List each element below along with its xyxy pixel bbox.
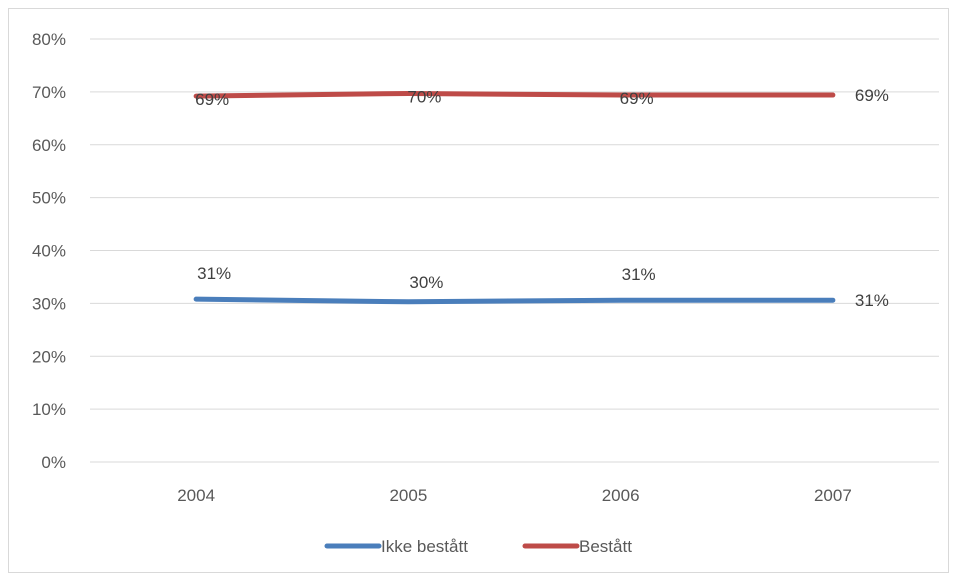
y-tick-label: 20% bbox=[32, 347, 66, 366]
y-tick-label: 80% bbox=[32, 30, 66, 49]
x-tick-label: 2006 bbox=[602, 486, 640, 505]
chart-frame: 0% 10% 20% 30% 40% 50% 60% 70% 80% 2004 2005 2006 2… bbox=[8, 8, 949, 573]
data-label: 70% bbox=[407, 87, 441, 106]
y-tick-label: 30% bbox=[32, 294, 66, 313]
legend: Ikke bestått Bestått bbox=[324, 537, 632, 556]
y-tick-label: 0% bbox=[41, 453, 66, 472]
x-tick-label: 2007 bbox=[814, 486, 852, 505]
series-lines bbox=[193, 90, 836, 305]
y-tick-label: 50% bbox=[32, 189, 66, 208]
data-label: 31% bbox=[197, 264, 231, 283]
y-axis-ticks: 0% 10% 20% 30% 40% 50% 60% 70% 80% bbox=[32, 30, 66, 472]
y-tick-label: 10% bbox=[32, 400, 66, 419]
gridlines bbox=[90, 38, 939, 463]
line-chart: 0%10%20%30%40%50%60%70%80% 2004 2005 2006 2… bbox=[32, 30, 939, 556]
data-label: 69% bbox=[195, 90, 229, 109]
y-tick-label: 60% bbox=[32, 136, 66, 155]
x-tick-label: 2005 bbox=[389, 486, 427, 505]
data-label: 69% bbox=[855, 86, 889, 105]
y-tick-label: 70% bbox=[32, 83, 66, 102]
y-tick-label: 40% bbox=[32, 242, 66, 261]
data-label: 30% bbox=[409, 273, 443, 292]
x-axis-ticks: 2004 2005 2006 2007 bbox=[177, 486, 852, 505]
data-label: 31% bbox=[622, 265, 656, 284]
x-tick-label: 2004 bbox=[177, 486, 215, 505]
data-label: 69% bbox=[620, 89, 654, 108]
series-line bbox=[193, 296, 836, 305]
series-line bbox=[193, 90, 836, 99]
legend-label: Bestått bbox=[579, 537, 632, 556]
data-label: 31% bbox=[855, 291, 889, 310]
legend-label: Ikke bestått bbox=[381, 537, 468, 556]
data-labels: 31% 30% 31% 31% 69% 70% 69% 69% bbox=[195, 86, 889, 310]
